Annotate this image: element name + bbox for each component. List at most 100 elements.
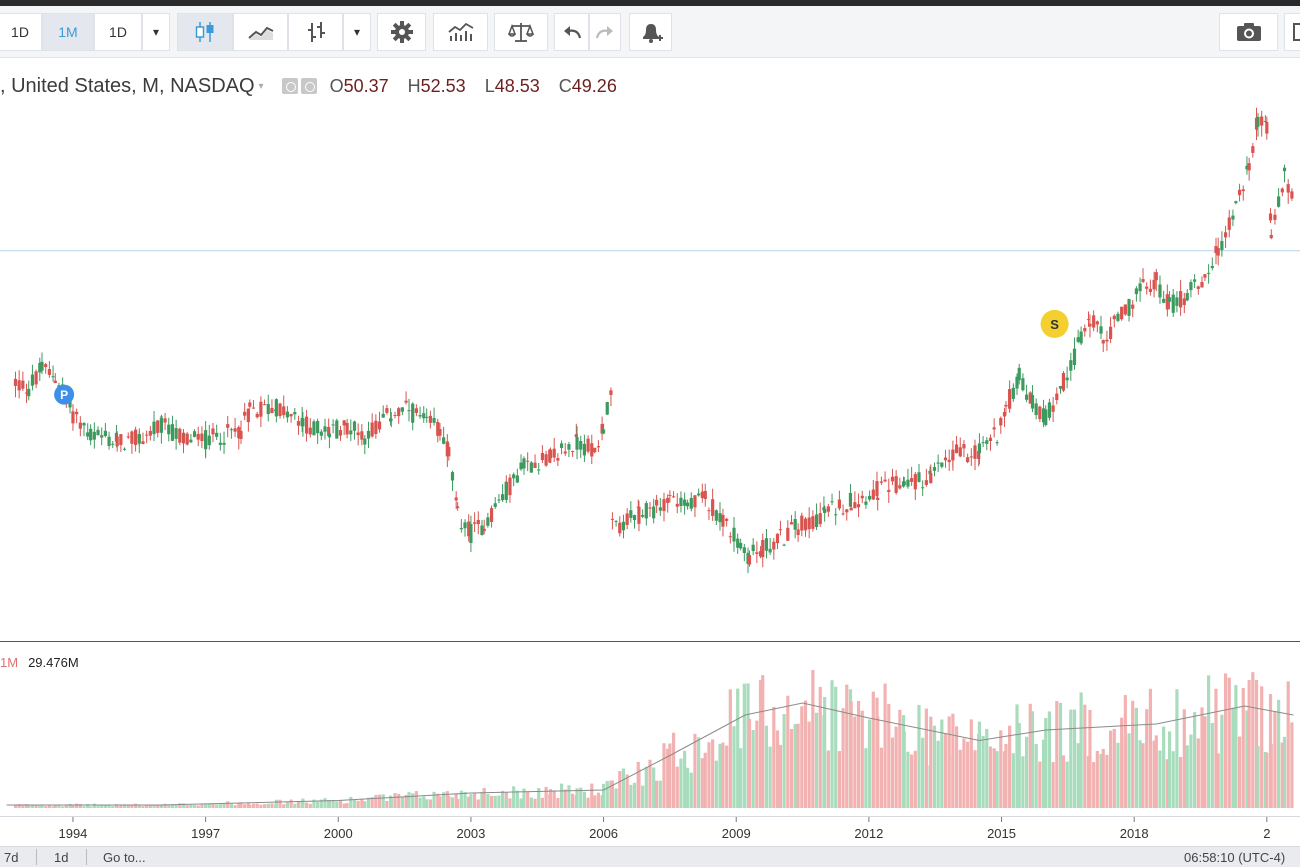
indicators-button[interactable] (433, 13, 488, 51)
volume-bar (571, 793, 575, 808)
candle-body (856, 504, 861, 508)
volume-bar (393, 793, 397, 808)
candle-body (593, 447, 597, 453)
range-7d-button[interactable]: 7d (4, 850, 19, 865)
volume-bar (697, 737, 701, 808)
volume-bar (78, 804, 82, 808)
candle-body (789, 522, 794, 525)
interval-1d-button[interactable]: 1D (0, 13, 42, 51)
volume-bar (301, 798, 305, 808)
candlestick-icon (195, 22, 214, 42)
volume-bar (482, 787, 486, 808)
style-dropdown-caret[interactable]: ▾ (343, 13, 371, 51)
interval-dropdown-caret[interactable]: ▾ (142, 13, 170, 51)
symbol-title[interactable]: , United States, M, NASDAQ (0, 74, 255, 97)
marker-p-label: P (60, 388, 68, 402)
candle-body (728, 536, 732, 538)
candle-body (548, 449, 553, 459)
ohlc-values: O50.37 H52.53 L48.53 C49.26 (330, 76, 631, 97)
volume-bar (237, 803, 241, 808)
candle-body (666, 497, 670, 503)
volume-bar (137, 804, 141, 808)
candle-body (936, 462, 940, 464)
volume-bar (556, 797, 560, 808)
volume-bar (255, 803, 259, 808)
volume-bar (243, 804, 247, 808)
low-key: L (484, 75, 495, 96)
volume-bar (837, 751, 841, 808)
volume-bar (522, 788, 526, 808)
fullscreen-button[interactable] (1284, 13, 1300, 51)
compare-button[interactable] (494, 13, 548, 51)
volume-bar (1069, 709, 1073, 808)
volume-bar (338, 799, 343, 808)
goto-button[interactable]: Go to... (103, 850, 146, 865)
volume-bar (969, 719, 973, 808)
volume-bar (1171, 751, 1175, 808)
volume-bar (174, 804, 178, 808)
bars-style-button[interactable] (288, 13, 343, 51)
alert-button[interactable] (629, 13, 672, 51)
candle-body (285, 411, 290, 418)
candle-body (1162, 298, 1166, 303)
candle-body (826, 506, 830, 512)
undo-button[interactable] (554, 13, 589, 51)
volume-bar (377, 794, 382, 808)
volume-bar (732, 726, 736, 808)
volume-bar (211, 803, 215, 808)
candle-body (282, 406, 286, 416)
volume-bar (404, 794, 408, 808)
candle-body (958, 447, 962, 457)
symbol-caret[interactable]: ▾ (258, 80, 264, 92)
candle-body (988, 437, 993, 441)
interval-1m-button[interactable]: 1M (42, 13, 94, 51)
volume-bar (1210, 722, 1214, 808)
range-1d-button[interactable]: 1d (54, 850, 69, 865)
gear-icon[interactable] (300, 78, 317, 94)
candle-body (1083, 328, 1087, 332)
settings-button[interactable] (377, 13, 426, 51)
volume-bar (512, 786, 516, 808)
candle-body (1076, 337, 1080, 342)
redo-button[interactable] (589, 13, 621, 51)
volume-bar (1282, 736, 1287, 808)
candlestick-style-button[interactable] (177, 13, 233, 51)
volume-bar (476, 799, 480, 808)
volume-bar (115, 805, 119, 808)
volume-bar (1196, 738, 1200, 808)
candle-body (389, 419, 393, 421)
candle-body (618, 522, 622, 534)
candle-body (40, 361, 44, 371)
volume-bar (610, 780, 615, 808)
candle-body (1260, 116, 1264, 126)
candle-body (1069, 360, 1073, 371)
candle-body (609, 390, 613, 395)
volume-bar (1223, 673, 1228, 808)
snapshot-button[interactable] (1219, 13, 1278, 51)
price-chart[interactable]: P S 1994 1997 2000 2003 2006 2009 2012 2015 2018 2 (0, 58, 1300, 846)
candle-body (1011, 387, 1015, 399)
volume-bar (308, 803, 312, 808)
candle-body (86, 432, 90, 437)
volume-bar (1227, 677, 1231, 808)
candle-body (1179, 291, 1183, 308)
candle-body (327, 433, 332, 438)
interval-1d-alt-button[interactable]: 1D (94, 13, 142, 51)
status-bar: 7d 1d Go to... 06:58:10 (UTC-4) (0, 846, 1300, 867)
scales-icon (508, 23, 534, 42)
gear-icon (390, 21, 413, 43)
candle-body (400, 407, 404, 412)
candle-body (921, 487, 925, 489)
candle-body (126, 436, 130, 438)
line-style-button[interactable] (233, 13, 288, 51)
volume-bar (304, 802, 309, 808)
eye-icon[interactable] (281, 78, 298, 94)
candle-body (906, 479, 910, 487)
volume-bar (917, 704, 921, 808)
volume-bar (167, 804, 171, 808)
candle-body (71, 411, 75, 424)
candle-body (932, 466, 937, 471)
candle-body (775, 533, 780, 544)
candle-body (100, 435, 104, 438)
volume-bar (366, 797, 371, 808)
